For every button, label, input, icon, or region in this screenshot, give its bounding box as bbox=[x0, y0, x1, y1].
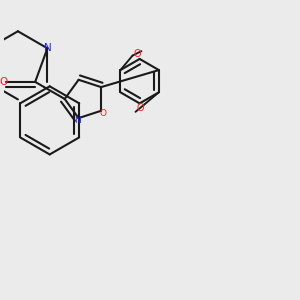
Text: O: O bbox=[100, 109, 107, 118]
Text: O: O bbox=[136, 103, 144, 113]
Text: N: N bbox=[74, 116, 80, 125]
Text: O: O bbox=[0, 77, 8, 87]
Text: O: O bbox=[133, 49, 141, 59]
Text: N: N bbox=[44, 43, 52, 53]
